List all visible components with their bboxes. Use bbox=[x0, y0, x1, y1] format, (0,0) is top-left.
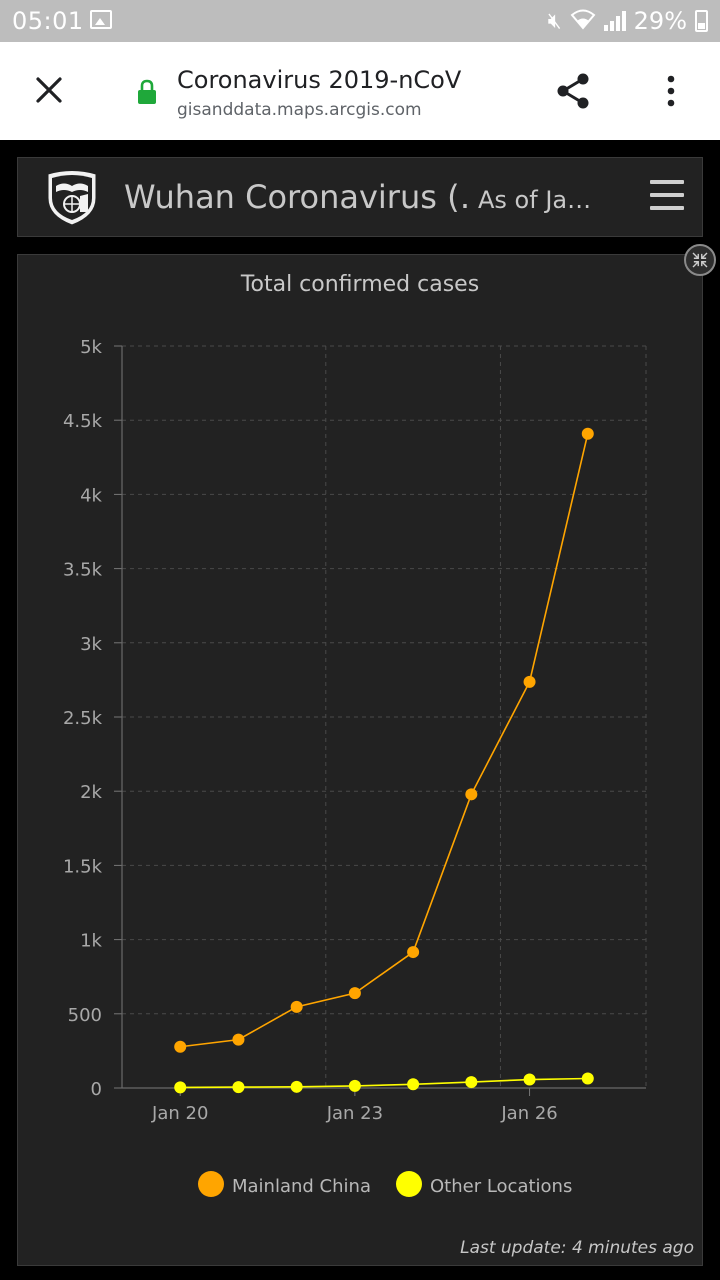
y-tick-label: 1k bbox=[80, 931, 102, 952]
browser-toolbar: Coronavirus 2019-nCoV gisanddata.maps.ar… bbox=[0, 42, 720, 140]
series-line-0 bbox=[180, 433, 589, 1048]
y-tick-label: 5k bbox=[80, 337, 102, 358]
data-point bbox=[232, 1081, 245, 1094]
data-point bbox=[465, 1076, 478, 1089]
chart-panel bbox=[17, 254, 703, 1266]
legend-label: Mainland China bbox=[232, 1176, 371, 1197]
y-tick-label: 4.5k bbox=[63, 411, 103, 432]
y-tick-label: 2.5k bbox=[63, 708, 103, 729]
series-line-1 bbox=[180, 1077, 588, 1089]
app-subtitle: As of Ja… bbox=[478, 186, 592, 214]
app-title: Wuhan Coronavirus (… bbox=[124, 178, 468, 216]
legend-swatch bbox=[198, 1171, 224, 1197]
gallery-notification-icon bbox=[90, 10, 112, 29]
chart-grid bbox=[122, 345, 647, 1088]
mute-icon: 🔇︎ bbox=[547, 8, 562, 34]
status-time: 05:01 bbox=[12, 7, 84, 35]
y-tick-label: 4k bbox=[80, 485, 102, 506]
share-icon[interactable] bbox=[555, 72, 591, 110]
battery-percent: 29% bbox=[633, 7, 687, 35]
data-point bbox=[465, 788, 478, 801]
y-tick-label: 3.5k bbox=[63, 560, 103, 581]
wifi-icon bbox=[570, 8, 596, 35]
page-title[interactable]: Coronavirus 2019-nCoV bbox=[177, 66, 462, 94]
y-tick-label: 3k bbox=[80, 634, 102, 655]
chart-series bbox=[174, 427, 594, 1094]
signal-icon bbox=[603, 11, 626, 31]
app-header: Wuhan Coronavirus (… As of Ja… bbox=[17, 157, 703, 237]
data-point bbox=[174, 1081, 187, 1094]
data-point bbox=[407, 946, 420, 959]
data-point bbox=[523, 675, 536, 688]
x-tick-label: Jan 20 bbox=[151, 1103, 208, 1124]
status-bar: 05:01 🔇︎ 29% bbox=[0, 0, 720, 42]
lock-icon bbox=[138, 79, 156, 104]
chart-axes: 0 500 1k 1.5k 2k 2.5k 3k 3.5k 4k 4.5k 5k Jan 20 Jan … bbox=[63, 337, 646, 1124]
status-icons: 🔇︎ 29% bbox=[548, 7, 708, 35]
menu-dots-icon[interactable] bbox=[664, 75, 678, 107]
data-point bbox=[581, 427, 594, 440]
data-point bbox=[581, 1072, 594, 1085]
jhu-shield-icon bbox=[47, 170, 97, 226]
data-point bbox=[348, 987, 361, 1000]
collapse-icon[interactable] bbox=[684, 244, 716, 276]
close-icon[interactable] bbox=[34, 75, 64, 105]
data-point bbox=[174, 1040, 187, 1053]
legend-swatch bbox=[396, 1171, 422, 1197]
legend-label: Other Locations bbox=[430, 1176, 572, 1197]
data-point bbox=[348, 1079, 361, 1092]
last-update-text: Last update: 4 minutes ago bbox=[460, 1238, 694, 1258]
y-tick-label: 0 bbox=[91, 1079, 102, 1100]
x-tick-label: Jan 23 bbox=[326, 1103, 383, 1124]
page-url[interactable]: gisanddata.maps.arcgis.com bbox=[177, 100, 422, 120]
chart-legend[interactable]: Mainland China Other Locations bbox=[198, 1171, 572, 1197]
hamburger-menu-icon[interactable] bbox=[650, 180, 684, 210]
data-point bbox=[290, 1080, 303, 1093]
data-point bbox=[232, 1033, 245, 1046]
data-point bbox=[407, 1078, 420, 1091]
data-point bbox=[290, 1000, 303, 1013]
chart-title: Total confirmed cases bbox=[240, 272, 479, 297]
y-tick-label: 2k bbox=[80, 782, 102, 803]
y-tick-label: 1.5k bbox=[63, 856, 103, 877]
battery-icon bbox=[695, 10, 708, 32]
y-tick-label: 500 bbox=[68, 1005, 102, 1026]
x-tick-label: Jan 26 bbox=[500, 1103, 557, 1124]
data-point bbox=[523, 1073, 536, 1086]
